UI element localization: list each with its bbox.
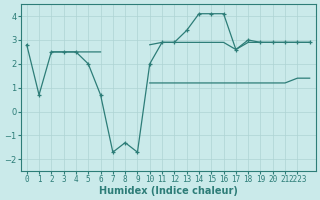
X-axis label: Humidex (Indice chaleur): Humidex (Indice chaleur) <box>99 186 238 196</box>
